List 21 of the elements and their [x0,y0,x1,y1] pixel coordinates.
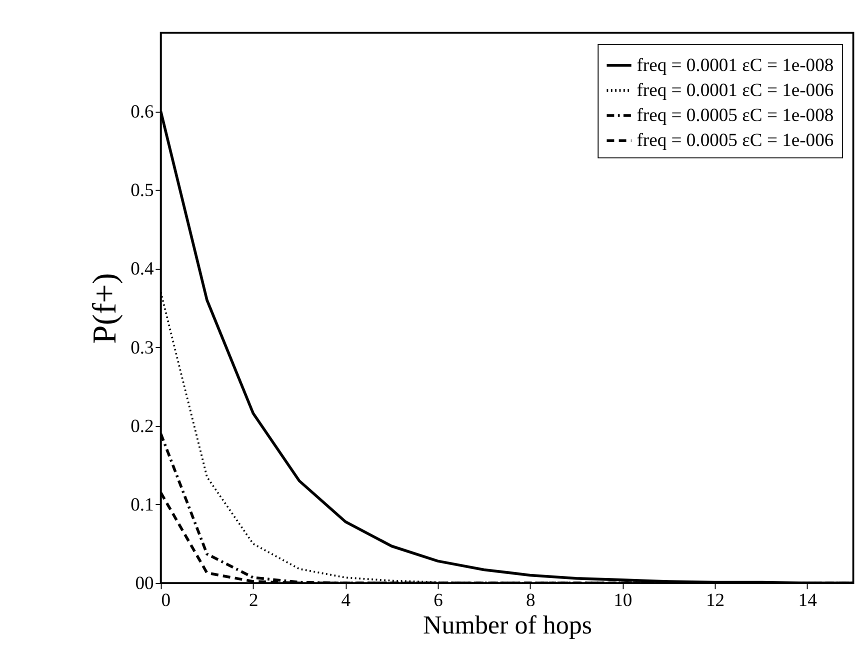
y-tick-label: 0.6 [130,101,154,122]
legend-label: freq = 0.0005 εC = 1e-008 [636,105,834,126]
y-tick-label: 0.3 [130,337,154,358]
x-tick-label: 8 [526,590,536,611]
x-tick-label: 0 [161,590,171,611]
x-tick-label: 2 [248,590,258,611]
legend-label: freq = 0.0001 εC = 1e-006 [636,80,834,102]
legend-label: freq = 0.0005 εC = 1e-006 [636,130,834,152]
x-tick-label: 6 [434,590,443,611]
y-tick-label: 00 [135,573,154,594]
y-axis-title: P(f+) [86,272,124,344]
y-tick-label: 0.4 [130,258,154,280]
x-axis-title: Number of hops [422,610,592,640]
x-tick-label: 10 [614,590,632,611]
legend-label: freq = 0.0001 εC = 1e-008 [636,54,834,76]
x-tick-label: 12 [706,590,725,611]
y-tick-label: 0.1 [130,494,154,516]
x-tick-label: 14 [798,590,817,611]
y-tick-label: 0.2 [130,416,154,437]
x-tick-label: 4 [341,590,351,611]
y-tick-label: 0.5 [130,180,154,202]
